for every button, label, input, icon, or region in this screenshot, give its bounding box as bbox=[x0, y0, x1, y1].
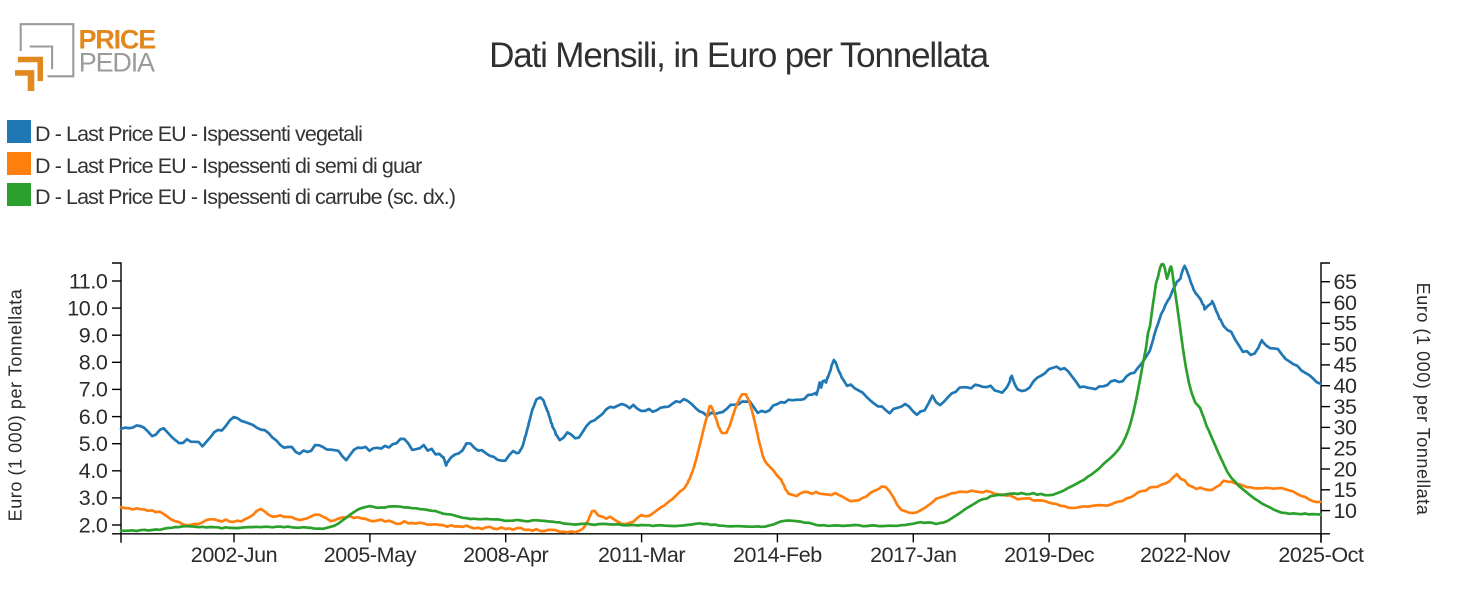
svg-text:45: 45 bbox=[1334, 353, 1358, 377]
svg-text:20: 20 bbox=[1334, 457, 1358, 481]
svg-text:40: 40 bbox=[1334, 374, 1358, 398]
svg-text:11.0: 11.0 bbox=[69, 269, 108, 293]
svg-text:10: 10 bbox=[1334, 499, 1358, 523]
svg-text:30: 30 bbox=[1334, 416, 1358, 440]
svg-text:2022-Nov: 2022-Nov bbox=[1140, 543, 1231, 567]
svg-text:25: 25 bbox=[1334, 437, 1358, 461]
svg-text:2017-Jan: 2017-Jan bbox=[870, 543, 956, 567]
svg-text:7.0: 7.0 bbox=[79, 378, 108, 402]
svg-text:9.0: 9.0 bbox=[79, 324, 108, 348]
svg-text:35: 35 bbox=[1334, 395, 1358, 419]
svg-text:Euro (1 000) per Tonnellata: Euro (1 000) per Tonnellata bbox=[6, 288, 26, 521]
svg-text:65: 65 bbox=[1334, 270, 1358, 294]
svg-text:55: 55 bbox=[1334, 312, 1358, 336]
svg-text:4.0: 4.0 bbox=[79, 459, 108, 483]
svg-text:6.0: 6.0 bbox=[79, 405, 108, 429]
svg-text:PEDIA: PEDIA bbox=[79, 48, 155, 78]
svg-text:10.0: 10.0 bbox=[67, 296, 108, 320]
svg-text:2008-Apr: 2008-Apr bbox=[463, 543, 548, 567]
svg-text:2002-Jun: 2002-Jun bbox=[191, 543, 277, 567]
svg-text:15: 15 bbox=[1334, 478, 1358, 502]
svg-text:3.0: 3.0 bbox=[79, 486, 108, 510]
svg-text:60: 60 bbox=[1334, 291, 1358, 315]
svg-text:2.0: 2.0 bbox=[79, 513, 108, 537]
svg-text:2025-Oct: 2025-Oct bbox=[1278, 543, 1364, 567]
svg-text:2005-May: 2005-May bbox=[324, 543, 417, 567]
svg-text:8.0: 8.0 bbox=[79, 351, 108, 375]
svg-text:2019-Dec: 2019-Dec bbox=[1004, 543, 1095, 567]
svg-text:5.0: 5.0 bbox=[79, 432, 108, 456]
svg-text:50: 50 bbox=[1334, 332, 1358, 356]
svg-text:2011-Mar: 2011-Mar bbox=[598, 543, 685, 567]
svg-text:Euro (1 000) per Tonnellata: Euro (1 000) per Tonnellata bbox=[1413, 283, 1433, 516]
svg-text:PRICE: PRICE bbox=[79, 25, 156, 55]
svg-text:2014-Feb: 2014-Feb bbox=[733, 543, 822, 567]
